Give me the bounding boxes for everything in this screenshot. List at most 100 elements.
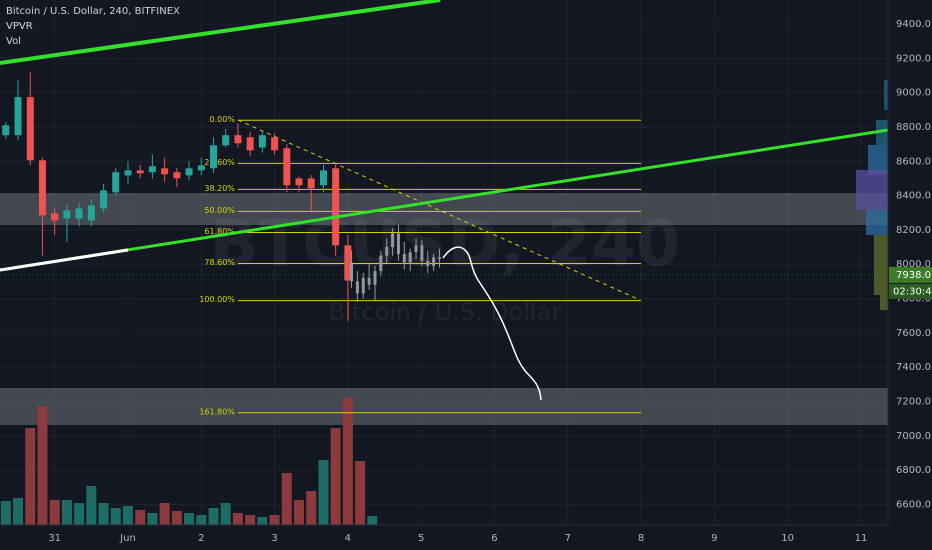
fib-label: 161.80%: [199, 407, 235, 416]
zone: [0, 193, 888, 225]
y-tick-label: 8800.0: [896, 122, 931, 133]
candle-body: [396, 233, 400, 254]
candle-body: [432, 257, 436, 266]
candle-body: [307, 178, 315, 189]
candle-body: [14, 97, 22, 136]
candle-body: [87, 205, 95, 221]
y-tick-label: 7600.0: [896, 328, 931, 339]
y-tick-label: 8000.0: [896, 259, 931, 270]
candle-body: [373, 271, 377, 285]
x-tick-label: 7: [565, 533, 571, 544]
volume-bar: [98, 503, 109, 525]
candle-body: [426, 260, 430, 266]
candle-body: [437, 257, 441, 260]
candle-body: [185, 168, 193, 176]
y-tick-label: 7200.0: [896, 396, 931, 407]
candle-body: [295, 178, 303, 186]
candle-body: [379, 255, 383, 272]
candle-body: [112, 172, 120, 193]
fib-label: 78.60%: [204, 258, 235, 267]
x-tick-label: 8: [638, 533, 644, 544]
volume-bar: [318, 460, 329, 525]
volume-bar: [281, 473, 292, 525]
volume-bar: [122, 506, 133, 525]
indicator: Vol: [6, 36, 21, 47]
volume-bar: [269, 515, 280, 525]
candle-body: [408, 252, 412, 263]
candle-body: [63, 210, 71, 219]
volume-bar: [342, 398, 353, 525]
last-price-box: [889, 266, 932, 283]
profile-bar: [880, 295, 888, 310]
profile-bar: [874, 235, 888, 295]
watermark-subtitle: Bitcoin / U.S. Dollar: [329, 298, 562, 326]
countdown-label: 02:30:46: [893, 286, 932, 297]
x-tick-label: Jun: [119, 533, 136, 544]
fib-label: 0.00%: [210, 115, 236, 124]
volume-bar: [37, 406, 48, 525]
candle-body: [51, 213, 59, 221]
volume-bar: [61, 500, 72, 525]
candle-body: [148, 166, 156, 173]
volume-bar: [49, 500, 60, 525]
x-tick-label: 4: [345, 533, 351, 544]
volume-bar: [86, 486, 97, 525]
candle-body: [26, 97, 34, 161]
candle-body: [173, 172, 181, 179]
candle-body: [197, 165, 205, 171]
volume-bar: [245, 515, 256, 525]
trend-line: [237, 119, 641, 301]
fib-label: 100.00%: [199, 295, 235, 304]
y-tick-label: 8400.0: [896, 191, 931, 202]
candle-body: [391, 233, 395, 248]
candle-body: [350, 262, 354, 282]
candle-body: [136, 170, 144, 174]
x-tick-label: 3: [271, 533, 277, 544]
volume-bar: [147, 513, 158, 525]
profile-bar: [866, 210, 888, 235]
candle-body: [100, 190, 108, 209]
candle-body: [420, 245, 424, 261]
volume-pane: [0, 398, 378, 525]
last-price-label: 7938.0: [896, 270, 931, 281]
y-tick-label: 7800.0: [896, 294, 931, 305]
axes: 6600.06800.07000.07200.07400.07600.07800…: [0, 19, 932, 544]
fib-label: 23.60%: [204, 158, 235, 167]
candle-body: [319, 170, 327, 186]
candle-body: [344, 245, 352, 281]
candle-body: [271, 137, 279, 151]
candle-body: [258, 135, 266, 148]
candle-body: [355, 281, 359, 294]
candle-body: [402, 253, 406, 263]
countdown-box: [889, 283, 932, 299]
candle-body: [124, 170, 132, 176]
volume-bar: [306, 491, 317, 525]
fib-label: 38.20%: [204, 184, 235, 193]
watermark: BTCUSD, 240: [210, 208, 681, 282]
volume-profile: [856, 80, 888, 310]
candle-body: [414, 245, 418, 253]
candle-body: [210, 145, 218, 169]
indicator: VPVR: [6, 21, 33, 32]
y-tick-label: 6800.0: [896, 465, 931, 476]
profile-bar: [856, 170, 888, 210]
volume-bar: [293, 500, 304, 525]
y-tick-label: 7000.0: [896, 431, 931, 442]
volume-bar: [25, 428, 36, 525]
profile-bar: [876, 120, 888, 145]
y-tick-label: 8600.0: [896, 156, 931, 167]
x-tick-label: 31: [48, 533, 61, 544]
fib-label: 50.00%: [204, 206, 235, 215]
volume-bar: [330, 428, 341, 525]
y-tick-label: 9400.0: [896, 19, 931, 30]
volume-bar: [0, 501, 11, 525]
volume-bar: [355, 461, 366, 525]
x-tick-label: 9: [711, 533, 717, 544]
candle-body: [75, 208, 83, 219]
volume-bar: [13, 498, 24, 525]
y-tick-label: 9000.0: [896, 88, 931, 99]
volume-bar: [208, 508, 219, 525]
symbol-title: Bitcoin / U.S. Dollar, 240, BITFINEX: [6, 6, 180, 17]
volume-bar: [196, 515, 207, 525]
